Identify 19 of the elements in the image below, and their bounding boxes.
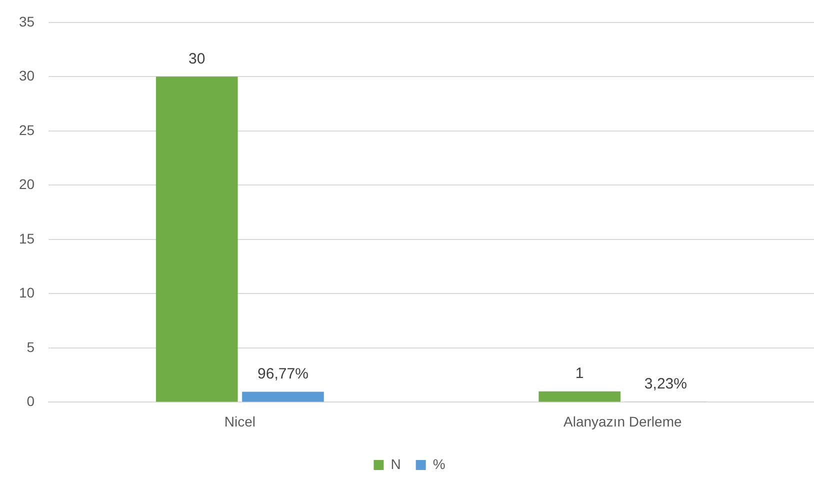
y-tick-label: 5 [26, 338, 35, 355]
y-tick-label: 0 [26, 393, 35, 410]
y-tick-label: 30 [18, 68, 35, 84]
bar [242, 392, 324, 402]
data-label: 3,23% [644, 375, 687, 392]
bar [538, 391, 620, 402]
y-tick-label: 25 [18, 122, 35, 138]
data-label: 30 [188, 50, 206, 68]
bar [156, 76, 238, 402]
legend-label: N [390, 456, 401, 472]
data-label: 96,77% [258, 365, 308, 382]
x-tick-label: Nicel [224, 413, 256, 430]
x-tick-label: Alanyazın Derleme [564, 413, 682, 430]
y-tick-label: 20 [18, 176, 35, 192]
y-tick-label: 15 [18, 230, 35, 246]
legend-label: % [432, 456, 446, 472]
y-tick-label: 35 [18, 13, 35, 30]
y-tick-label: 10 [18, 284, 35, 301]
data-label: 1 [575, 364, 584, 382]
